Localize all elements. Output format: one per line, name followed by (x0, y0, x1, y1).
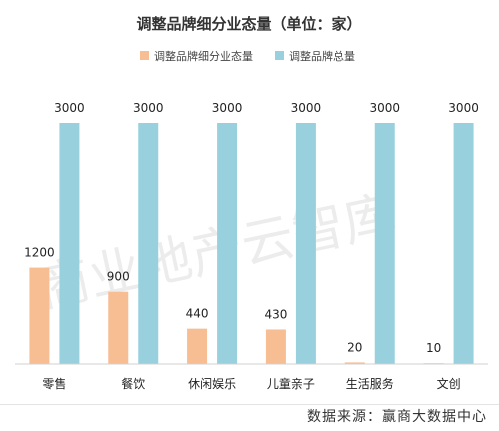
bar-total-3 (295, 123, 316, 364)
data-label-total-3: 3000 (291, 101, 322, 115)
legend: 调整品牌细分业态量 调整品牌总量 (140, 49, 355, 63)
x-tick-label-0: 零售 (42, 376, 66, 391)
data-label-segment-0: 1200 (24, 246, 55, 260)
data-label-total-0: 3000 (54, 101, 85, 115)
legend-swatch-1 (275, 51, 284, 60)
legend-label-1: 调整品牌总量 (289, 49, 355, 63)
x-tick-label-4: 生活服务 (346, 376, 394, 391)
watermark: 商业地产云智库 (33, 185, 402, 319)
bar-segment-2 (187, 328, 208, 364)
data-label-total-2: 3000 (212, 101, 243, 115)
bar-total-2 (217, 123, 238, 364)
x-tick-label-3: 儿童亲子 (267, 376, 315, 391)
data-label-total-1: 3000 (133, 101, 164, 115)
chart-title: 调整品牌细分业态量（单位：家） (136, 15, 361, 33)
legend-label-0: 调整品牌细分业态量 (154, 49, 253, 63)
data-label-segment-4: 20 (347, 340, 362, 354)
data-label-total-4: 3000 (369, 101, 400, 115)
data-label-segment-3: 430 (264, 307, 287, 321)
bar-total-0 (59, 123, 80, 364)
bar-total-5 (453, 123, 474, 364)
data-label-total-5: 3000 (448, 101, 479, 115)
chart-frame: 商业地产云智库 调整品牌细分业态量（单位：家） 调整品牌细分业态量 调整品牌总量 … (0, 15, 499, 405)
bar-segment-3 (265, 329, 286, 364)
x-tick-label-5: 文创 (437, 376, 461, 391)
x-axis-ticks: 零售 餐饮 休闲娱乐 儿童亲子 生活服务 文创 (42, 376, 460, 391)
bar-total-1 (138, 123, 159, 364)
data-label-segment-5: 10 (426, 341, 441, 355)
source-note: 数据来源：赢商大数据中心 (307, 409, 487, 425)
data-label-segment-2: 440 (186, 307, 209, 321)
data-label-segment-1: 900 (107, 270, 130, 284)
x-tick-label-1: 餐饮 (121, 376, 145, 391)
legend-swatch-0 (140, 51, 149, 60)
x-tick-label-2: 休闲娱乐 (188, 377, 236, 391)
bar-total-4 (374, 123, 395, 364)
bar-segment-4 (344, 362, 365, 364)
bars: 1200 3000 900 3000 440 3000 430 3000 20 3000 10 300… (24, 101, 479, 364)
bar-segment-1 (108, 291, 129, 364)
bar-segment-0 (29, 267, 50, 364)
chart: 商业地产云智库 调整品牌细分业态量（单位：家） 调整品牌细分业态量 调整品牌总量 … (15, 15, 488, 391)
